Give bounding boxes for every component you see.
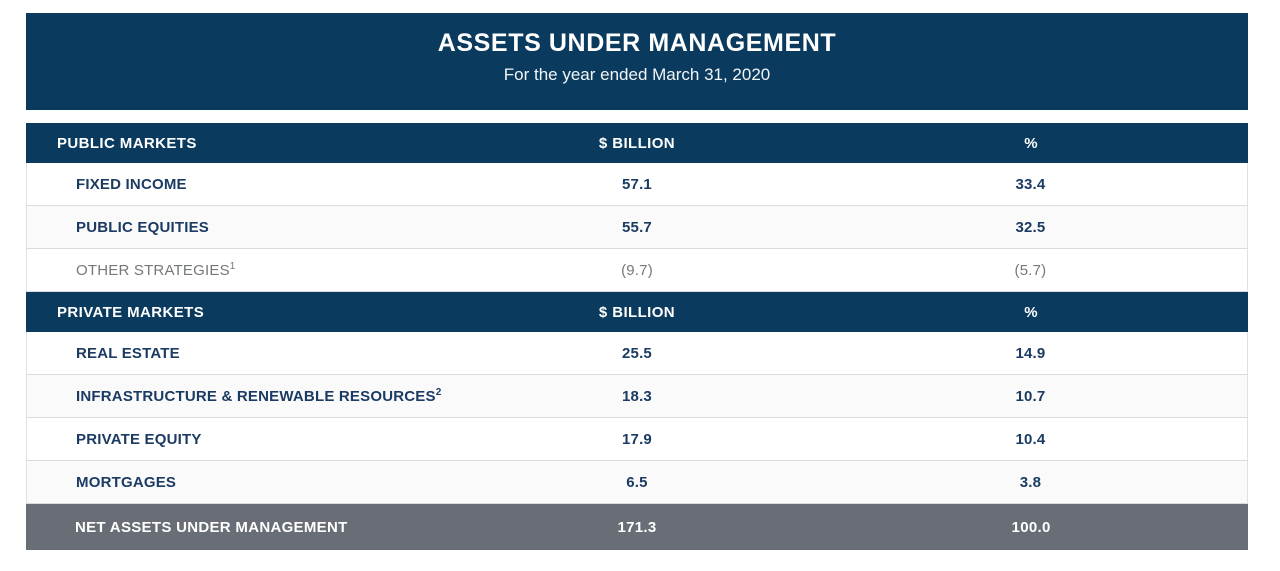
title-banner: ASSETS UNDER MANAGEMENT For the year end… [26,13,1248,110]
row-value-percent: 14.9 [1015,344,1046,362]
table-row-other-strategies: OTHER STRATEGIES1 (9.7) (5.7) [26,249,1248,292]
row-label-text: INFRASTRUCTURE & RENEWABLE RESOURCES [76,387,436,405]
column-header-percent: % [1024,134,1038,152]
page-title: ASSETS UNDER MANAGEMENT [437,29,837,57]
row-value-percent: 33.4 [1015,175,1046,193]
section-header-public-markets: PUBLIC MARKETS $ BILLION % [26,123,1248,163]
row-label: REAL ESTATE [27,345,460,362]
table-row-real-estate: REAL ESTATE 25.5 14.9 [26,332,1248,375]
total-value-percent: 100.0 [1011,518,1051,536]
row-label: INFRASTRUCTURE & RENEWABLE RESOURCES2 [27,386,460,405]
section-header-label: PUBLIC MARKETS [57,134,197,152]
table-row-infrastructure-renewables: INFRASTRUCTURE & RENEWABLE RESOURCES2 18… [26,375,1248,418]
row-label-text: FIXED INCOME [76,175,187,193]
column-header-billion: $ BILLION [598,303,676,321]
row-label: PRIVATE EQUITY [27,431,460,448]
row-value-billion: 18.3 [621,387,652,405]
table-row-fixed-income: FIXED INCOME 57.1 33.4 [26,163,1248,206]
table-row-mortgages: MORTGAGES 6.5 3.8 [26,461,1248,504]
row-value-billion: (9.7) [621,261,653,279]
row-value-billion: 55.7 [621,218,652,236]
row-value-billion: 57.1 [621,175,652,193]
row-value-percent: 32.5 [1015,218,1046,236]
row-value-percent: 10.7 [1015,387,1046,405]
column-header-percent: % [1024,303,1038,321]
footnote-marker: 1 [229,260,236,272]
row-value-billion: 6.5 [626,473,648,491]
row-value-billion: 17.9 [621,430,652,448]
page: ASSETS UNDER MANAGEMENT For the year end… [26,13,1248,550]
section-header-private-markets: PRIVATE MARKETS $ BILLION % [26,292,1248,332]
row-value-percent: (5.7) [1014,261,1047,279]
column-header-billion: $ BILLION [598,134,676,152]
row-label: MORTGAGES [27,474,460,491]
section-header-label: PRIVATE MARKETS [57,303,205,321]
row-label: FIXED INCOME [27,176,460,193]
row-label-text: PRIVATE EQUITY [76,430,202,448]
row-label-text: MORTGAGES [76,473,177,491]
table-row-private-equity: PRIVATE EQUITY 17.9 10.4 [26,418,1248,461]
row-label-text: REAL ESTATE [76,344,180,362]
row-value-billion: 25.5 [621,344,652,362]
total-value-billion: 171.3 [617,518,657,536]
footnote-marker: 2 [435,386,442,398]
table-total-row: NET ASSETS UNDER MANAGEMENT 171.3 100.0 [26,504,1248,550]
row-label: PUBLIC EQUITIES [27,219,460,236]
row-label-text: PUBLIC EQUITIES [76,218,210,236]
aum-table: PUBLIC MARKETS $ BILLION % FIXED INCOME … [26,123,1248,550]
table-row-public-equities: PUBLIC EQUITIES 55.7 32.5 [26,206,1248,249]
row-label: OTHER STRATEGIES1 [27,260,460,279]
row-value-percent: 10.4 [1015,430,1046,448]
row-value-percent: 3.8 [1019,473,1042,491]
row-label-text: OTHER STRATEGIES [76,261,230,279]
total-row-label: NET ASSETS UNDER MANAGEMENT [75,518,348,536]
content-sheet: ASSETS UNDER MANAGEMENT For the year end… [26,13,1248,550]
page-subtitle: For the year ended March 31, 2020 [503,65,771,84]
